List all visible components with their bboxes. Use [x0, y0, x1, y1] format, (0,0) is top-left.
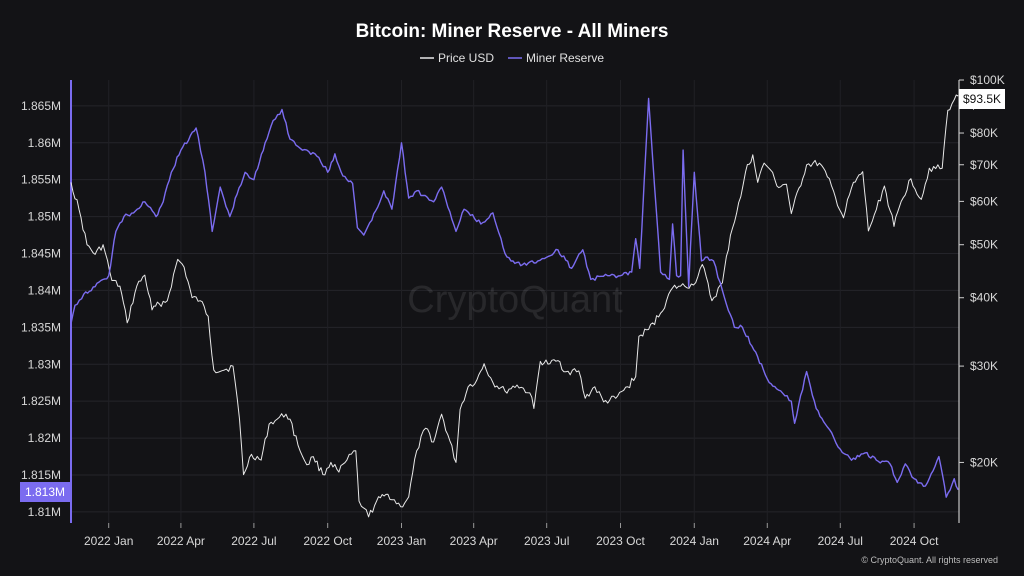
left-tick-label: 1.855M [21, 173, 61, 187]
x-tick-label: 2024 Apr [743, 534, 791, 548]
x-tick-label: 2023 Oct [596, 534, 645, 548]
left-current-value-label: 1.813M [25, 485, 65, 499]
x-tick-label: 2022 Jan [84, 534, 133, 548]
left-tick-label: 1.82M [28, 431, 61, 445]
grid [71, 80, 959, 523]
series-line-miner-reserve [70, 97, 959, 498]
right-tick-label: $60K [970, 194, 998, 208]
x-tick-label: 2023 Jan [377, 534, 426, 548]
right-tick-label: $30K [970, 359, 998, 373]
left-tick-label: 1.865M [21, 99, 61, 113]
left-current-value-box [20, 482, 70, 502]
watermark: CryptoQuant [407, 279, 623, 321]
x-tick-label: 2022 Oct [303, 534, 352, 548]
left-tick-label: 1.86M [28, 136, 61, 150]
right-current-value-tag: $93.5K [959, 89, 1005, 109]
right-tick-label: $80K [970, 126, 998, 140]
left-tick-label: 1.83M [28, 357, 61, 371]
right-tick-label: $70K [970, 158, 998, 172]
left-tick-label: 1.81M [28, 505, 61, 519]
left-tick-label: 1.84M [28, 283, 61, 297]
x-tick-label: 2024 Jan [670, 534, 719, 548]
x-axis-ticks: 2022 Jan 2022 Apr 2022 Jul 2022 Oct 2023 Jan… [84, 523, 939, 548]
left-tick-label: 1.835M [21, 320, 61, 334]
legend-label-reserve[interactable]: Miner Reserve [526, 51, 604, 65]
right-current-value-label: $93.5K [963, 92, 1001, 106]
copyright: © CryptoQuant. All rights reserved [861, 555, 998, 565]
right-tick-label: $20K [970, 455, 998, 469]
left-tick-label: 1.845M [21, 247, 61, 261]
right-tick-label: $40K [970, 291, 998, 305]
left-tick-label: 1.815M [21, 468, 61, 482]
x-tick-label: 2024 Oct [890, 534, 939, 548]
legend: Price USD Miner Reserve [420, 51, 604, 65]
series-line-price [70, 94, 959, 518]
x-tick-label: 2022 Apr [157, 534, 205, 548]
right-current-value-box [959, 89, 1005, 109]
chart-title: Bitcoin: Miner Reserve - All Miners [356, 21, 669, 42]
x-tick-label: 2023 Apr [450, 534, 498, 548]
x-tick-label: 2022 Jul [231, 534, 276, 548]
left-axis-ticks: 1.81M 1.815M 1.82M 1.825M 1.83M 1.835M 1.84M 1.… [21, 99, 61, 519]
right-tick-label: $50K [970, 238, 998, 252]
right-tick-label: $100K [970, 73, 1005, 87]
left-tick-label: 1.825M [21, 394, 61, 408]
x-tick-label: 2024 Jul [818, 534, 863, 548]
left-tick-label: 1.85M [28, 210, 61, 224]
left-current-value-tag: 1.813M [20, 482, 70, 502]
x-tick-label: 2023 Jul [524, 534, 569, 548]
legend-label-price[interactable]: Price USD [438, 51, 494, 65]
